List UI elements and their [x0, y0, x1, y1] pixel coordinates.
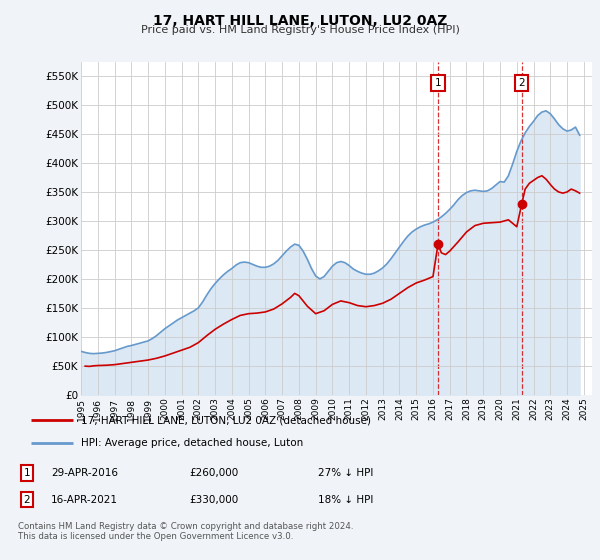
Text: 29-APR-2016: 29-APR-2016 — [51, 468, 118, 478]
Text: 2: 2 — [518, 78, 525, 88]
Text: 1: 1 — [434, 78, 442, 88]
Text: 18% ↓ HPI: 18% ↓ HPI — [318, 494, 373, 505]
Text: 1: 1 — [23, 468, 31, 478]
Text: £260,000: £260,000 — [189, 468, 238, 478]
Text: 17, HART HILL LANE, LUTON, LU2 0AZ: 17, HART HILL LANE, LUTON, LU2 0AZ — [153, 14, 447, 28]
Text: 16-APR-2021: 16-APR-2021 — [51, 494, 118, 505]
Text: 17, HART HILL LANE, LUTON, LU2 0AZ (detached house): 17, HART HILL LANE, LUTON, LU2 0AZ (deta… — [81, 415, 371, 425]
Text: HPI: Average price, detached house, Luton: HPI: Average price, detached house, Luto… — [81, 438, 303, 448]
Text: 27% ↓ HPI: 27% ↓ HPI — [318, 468, 373, 478]
Text: Price paid vs. HM Land Registry's House Price Index (HPI): Price paid vs. HM Land Registry's House … — [140, 25, 460, 35]
Text: Contains HM Land Registry data © Crown copyright and database right 2024.
This d: Contains HM Land Registry data © Crown c… — [18, 522, 353, 542]
Text: £330,000: £330,000 — [189, 494, 238, 505]
Text: 2: 2 — [23, 494, 31, 505]
